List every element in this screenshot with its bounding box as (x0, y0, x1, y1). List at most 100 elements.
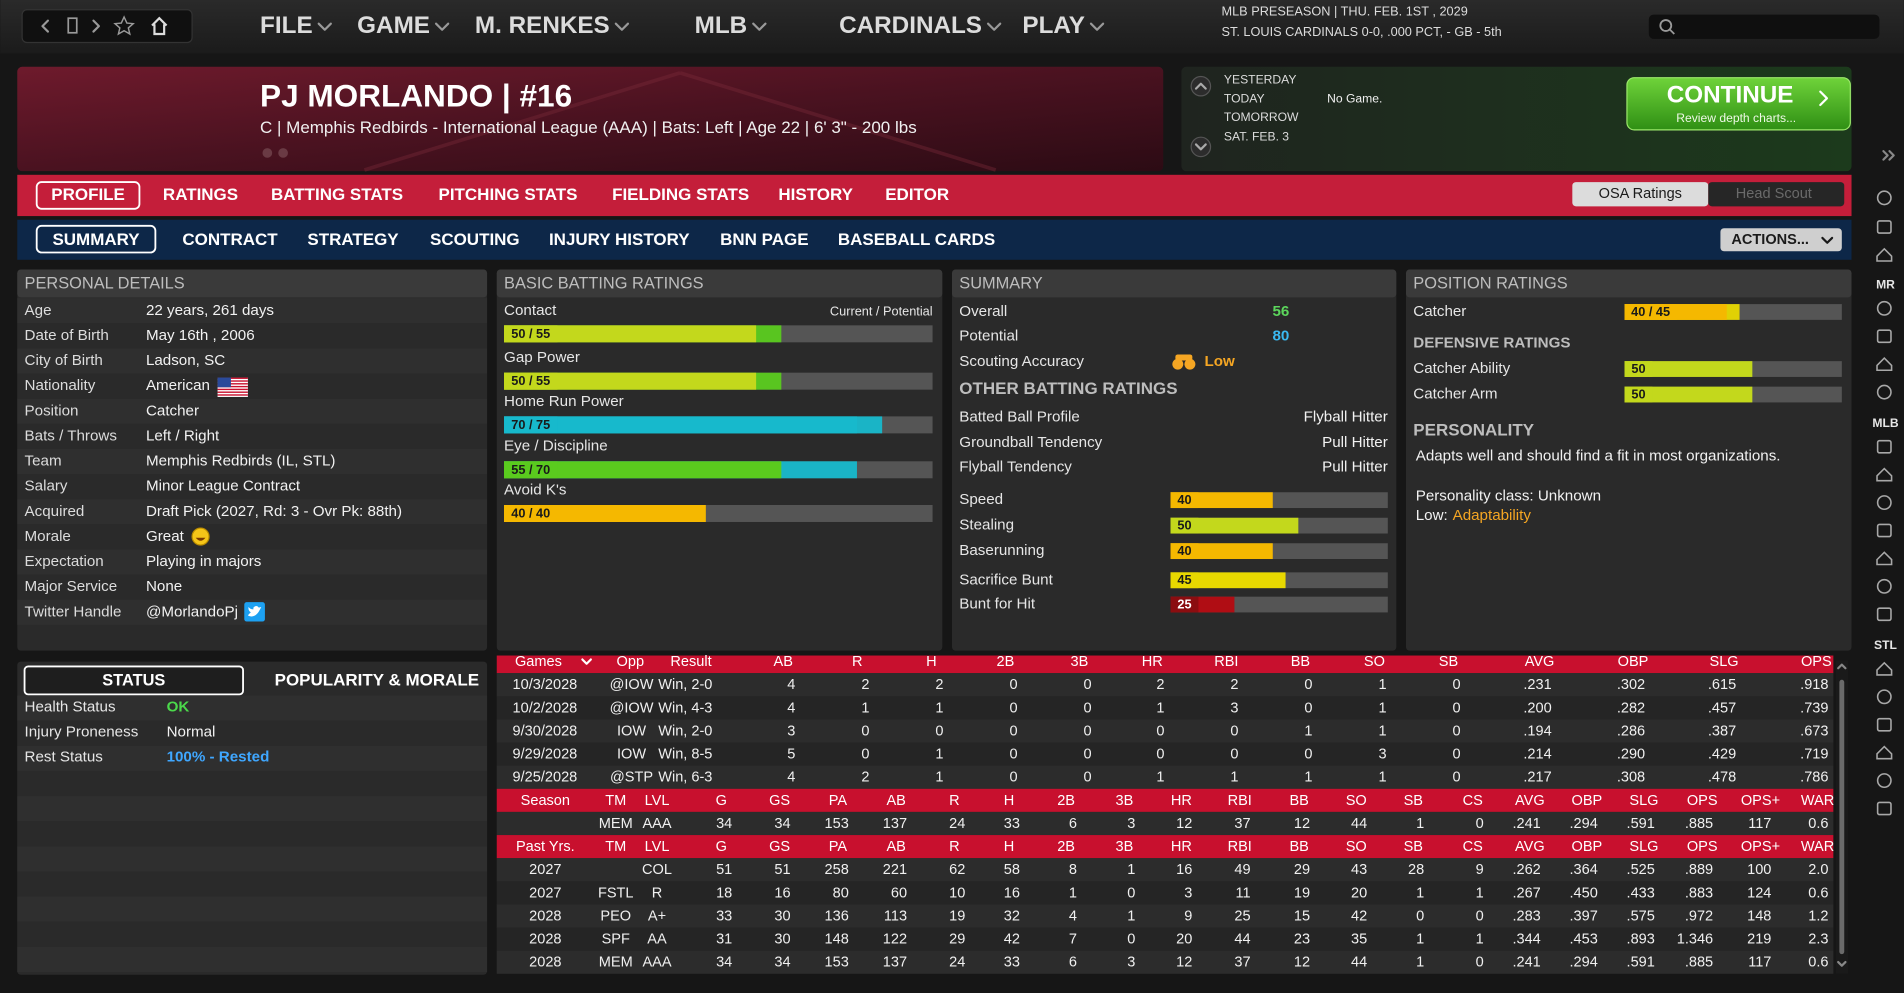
column-header[interactable]: RBI (1228, 839, 1252, 855)
main-tab[interactable]: FIELDING STATS (612, 185, 749, 204)
sidebar-icon[interactable] (1876, 190, 1892, 206)
main-tab[interactable]: BATTING STATS (271, 185, 403, 204)
toggle-label[interactable]: OSA Ratings (1599, 186, 1682, 202)
sidebar-icon[interactable] (1876, 384, 1892, 400)
column-header[interactable]: LVL (645, 793, 670, 809)
sidebar-icon[interactable] (1876, 439, 1892, 454)
menu-item[interactable]: FILE (260, 12, 313, 39)
main-tab[interactable]: EDITOR (885, 185, 949, 204)
column-header[interactable]: H (1004, 793, 1015, 809)
sidebar-icon[interactable] (1876, 689, 1892, 705)
column-header[interactable]: G (716, 839, 727, 855)
menu-item[interactable]: MLB (695, 12, 748, 39)
status-tab[interactable]: POPULARITY & MORALE (275, 671, 479, 690)
column-header[interactable]: AVG (1525, 654, 1555, 670)
column-header[interactable]: SB (1404, 839, 1423, 855)
column-header[interactable]: OPS+ (1741, 839, 1780, 855)
sidebar-icon[interactable] (1876, 717, 1892, 732)
column-header[interactable]: H (1004, 839, 1015, 855)
column-header[interactable]: 2B (997, 654, 1015, 670)
column-header[interactable]: 2B (1057, 793, 1075, 809)
column-header[interactable]: OPS+ (1741, 793, 1780, 809)
sidebar-icon[interactable] (1876, 495, 1892, 511)
search-box[interactable] (1648, 14, 1880, 39)
sub-tab[interactable]: INJURY HISTORY (549, 230, 690, 249)
main-tab[interactable]: HISTORY (778, 185, 853, 204)
sub-tab[interactable]: BASEBALL CARDS (838, 230, 995, 249)
column-header[interactable]: WAR (1801, 839, 1834, 855)
status-tab[interactable]: STATUS (102, 671, 165, 689)
column-header[interactable]: TM (605, 793, 626, 809)
sidebar-icon[interactable] (1876, 578, 1892, 594)
column-header[interactable]: RBI (1228, 793, 1252, 809)
continue-button[interactable] (1626, 77, 1851, 131)
column-header[interactable]: OPS (1687, 839, 1718, 855)
column-header[interactable]: R (949, 793, 960, 809)
column-header[interactable]: SO (1346, 839, 1367, 855)
column-header[interactable]: AVG (1515, 839, 1545, 855)
sidebar-icon[interactable] (1876, 220, 1892, 234)
sub-tab[interactable]: SUMMARY (52, 230, 140, 249)
sidebar-icon[interactable] (1876, 801, 1892, 816)
column-header[interactable]: AVG (1515, 793, 1545, 809)
column-header[interactable]: TM (605, 839, 626, 855)
column-header[interactable]: R (949, 839, 960, 855)
column-header[interactable]: AB (886, 793, 905, 809)
continue-sublabel[interactable]: Review depth charts... (1676, 111, 1796, 125)
menu-item[interactable]: M. RENKES (475, 12, 610, 39)
column-header[interactable]: LVL (645, 839, 670, 855)
sidebar-icon[interactable] (1876, 329, 1892, 344)
main-tab[interactable]: PITCHING STATS (439, 185, 578, 204)
column-header[interactable]: AB (774, 654, 793, 670)
column-header[interactable]: GS (769, 839, 790, 855)
column-header[interactable]: Opp (617, 654, 645, 670)
column-header[interactable]: SO (1346, 793, 1367, 809)
column-header[interactable]: BB (1289, 793, 1308, 809)
actions-button[interactable] (1720, 228, 1842, 252)
toggle-osa[interactable] (1572, 182, 1709, 207)
column-header[interactable]: 2B (1057, 839, 1075, 855)
schedule-down[interactable] (1190, 136, 1212, 158)
schedule-up[interactable] (1190, 75, 1212, 97)
sidebar-icon[interactable] (1876, 356, 1893, 372)
column-header[interactable]: WAR (1801, 793, 1834, 809)
column-header[interactable]: BB (1289, 839, 1308, 855)
column-header[interactable]: SB (1439, 654, 1458, 670)
column-header[interactable]: Season (521, 793, 570, 809)
main-tab[interactable]: PROFILE (51, 185, 125, 204)
scrollbar-thumb[interactable] (1839, 679, 1845, 955)
column-header[interactable]: PA (829, 839, 848, 855)
column-header[interactable]: OBP (1618, 654, 1649, 670)
sub-tab[interactable]: BNN PAGE (720, 230, 808, 249)
column-header[interactable]: OBP (1572, 793, 1603, 809)
status-tab-box[interactable] (23, 665, 244, 696)
column-header[interactable]: BB (1291, 654, 1310, 670)
column-header[interactable]: HR (1142, 654, 1163, 670)
column-header[interactable]: PA (829, 793, 848, 809)
actions-label[interactable]: ACTIONS... (1731, 232, 1809, 248)
column-header[interactable]: R (852, 654, 863, 670)
column-header[interactable]: SLG (1629, 793, 1658, 809)
column-header[interactable]: Past Yrs. (516, 839, 575, 855)
menu-item[interactable]: GAME (357, 12, 430, 39)
column-header[interactable]: SLG (1710, 654, 1739, 670)
column-header[interactable]: OPS (1801, 654, 1832, 670)
column-header[interactable]: 3B (1115, 839, 1133, 855)
column-header[interactable]: 3B (1071, 654, 1089, 670)
sidebar-icon[interactable] (1876, 551, 1893, 566)
column-header[interactable]: AB (886, 839, 905, 855)
column-header[interactable]: G (716, 793, 727, 809)
sidebar-icon[interactable] (1876, 247, 1893, 262)
column-header[interactable]: SB (1404, 793, 1423, 809)
toggle-scout[interactable] (1708, 182, 1845, 207)
column-header[interactable]: Games (515, 654, 562, 670)
column-header[interactable]: HR (1171, 839, 1192, 855)
column-header[interactable]: OPS (1687, 793, 1718, 809)
column-header[interactable]: RBI (1214, 654, 1238, 670)
main-tab[interactable]: RATINGS (163, 185, 238, 204)
sidebar-icon[interactable] (1876, 745, 1893, 760)
column-header[interactable]: CS (1463, 793, 1484, 809)
sub-tab[interactable]: SCOUTING (430, 230, 520, 249)
column-header[interactable]: SLG (1629, 839, 1658, 855)
column-header[interactable]: OBP (1572, 839, 1603, 855)
